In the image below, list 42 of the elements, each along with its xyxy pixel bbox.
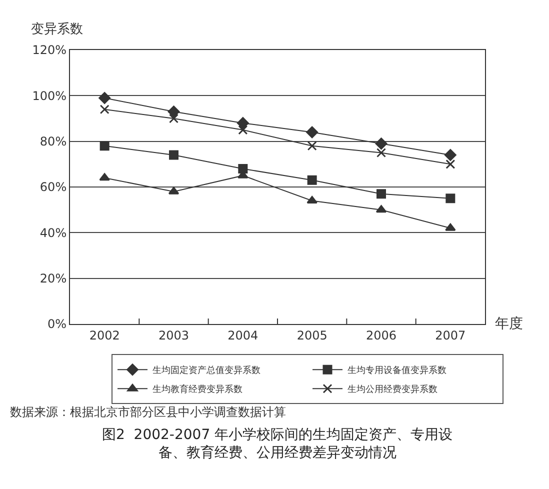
point — [99, 173, 110, 181]
point — [306, 196, 318, 204]
y-tick-label: 40% — [40, 226, 67, 240]
x-tick-label: 2002 — [89, 328, 120, 342]
y-tick-label: 100% — [32, 88, 67, 103]
point — [375, 138, 388, 150]
point — [307, 175, 317, 185]
x-tick-label: 2004 — [228, 328, 258, 342]
point — [444, 149, 456, 161]
point — [446, 159, 456, 169]
point — [169, 114, 178, 124]
x-tick-label: 2007 — [435, 328, 466, 342]
point — [376, 148, 386, 158]
point — [445, 223, 456, 231]
x-axis-title: 年度 — [495, 316, 523, 332]
y-tick-label: 0% — [48, 317, 67, 332]
y-tick-label: 80% — [40, 134, 67, 149]
source-note: 数据来源：根据北京市部分区县中小学调查数据计算 — [10, 405, 286, 419]
legend-label: 生均公用经费变异系数 — [348, 384, 438, 396]
x-tick-label: 2003 — [158, 328, 190, 342]
point — [168, 106, 180, 118]
point — [376, 189, 386, 199]
point — [307, 141, 317, 151]
point — [238, 164, 248, 174]
y-axis-title: 变异系数 — [31, 22, 83, 37]
point — [100, 104, 110, 114]
text: 图2 2002-2007 年小学校际间的生均固定资产、专用设备、教育经费、公用经费差异变动情况 — [102, 427, 453, 462]
point — [100, 141, 110, 151]
legend-label: 生均固定资产总值变异系数 — [152, 365, 260, 376]
point — [306, 126, 318, 138]
y-tick-label: 20% — [40, 272, 67, 286]
point — [236, 117, 249, 130]
x-tick-label: 2006 — [366, 328, 397, 342]
point — [169, 150, 178, 160]
point — [238, 125, 248, 135]
point — [446, 194, 456, 204]
y-tick-label: 60% — [40, 180, 67, 194]
legend-label: 生均专用设备值变异系数 — [348, 365, 446, 376]
legend-label: 生均教育经费变异系数 — [152, 384, 242, 396]
y-tick-label: 120% — [32, 43, 67, 58]
x-tick-label: 2005 — [296, 328, 328, 342]
point — [98, 92, 111, 104]
